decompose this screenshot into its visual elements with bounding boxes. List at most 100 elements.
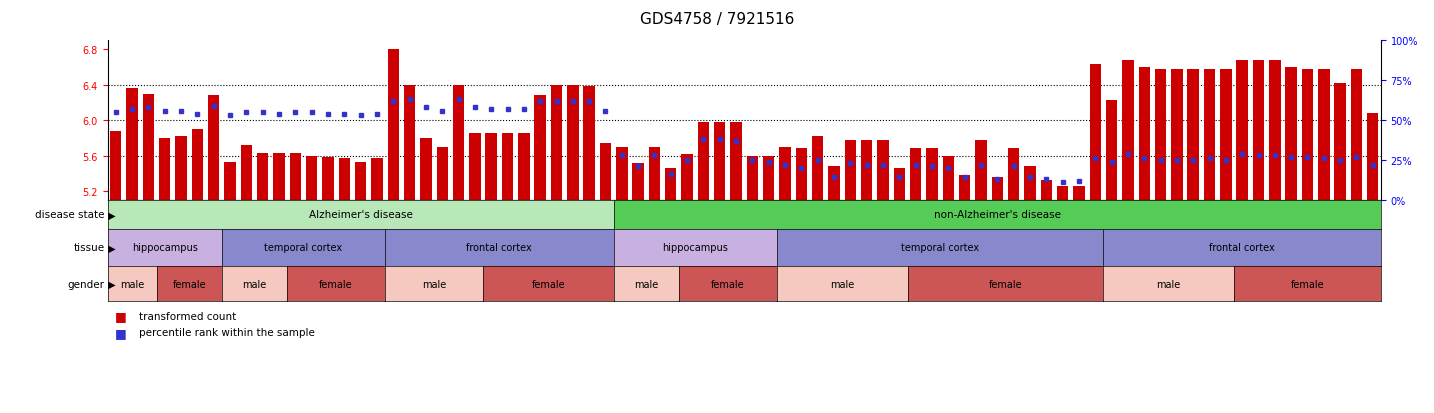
Bar — [192, 130, 204, 200]
Text: hippocampus: hippocampus — [663, 243, 728, 253]
Bar — [845, 140, 856, 200]
Bar — [1008, 149, 1020, 200]
Text: ▶: ▶ — [105, 279, 115, 289]
Bar — [698, 123, 710, 200]
Bar — [730, 123, 741, 200]
Bar — [942, 156, 954, 200]
Bar — [1041, 181, 1053, 200]
Bar — [224, 162, 235, 200]
Bar — [274, 154, 285, 200]
Bar — [1236, 61, 1248, 200]
Text: male: male — [830, 279, 855, 289]
Bar — [959, 176, 971, 200]
Bar — [599, 144, 611, 200]
Text: male: male — [422, 279, 446, 289]
Text: female: female — [532, 279, 565, 289]
Bar — [1220, 69, 1232, 200]
Bar — [404, 85, 416, 200]
Text: disease state: disease state — [36, 210, 105, 220]
Bar — [175, 137, 186, 200]
Bar — [1253, 61, 1265, 200]
Bar — [208, 96, 219, 200]
Text: ▶: ▶ — [105, 243, 115, 253]
Bar — [1367, 114, 1378, 200]
Bar — [420, 138, 432, 200]
Text: tissue: tissue — [73, 243, 105, 253]
Bar — [1351, 69, 1362, 200]
Bar — [566, 85, 578, 200]
Bar — [518, 134, 529, 200]
Bar — [584, 87, 595, 200]
Bar — [502, 134, 513, 200]
Text: non-Alzheimer's disease: non-Alzheimer's disease — [934, 210, 1061, 220]
Bar — [829, 167, 840, 200]
Bar — [290, 154, 301, 200]
Bar — [453, 85, 465, 200]
Bar — [1139, 68, 1150, 200]
Bar — [911, 149, 922, 200]
Bar — [1318, 69, 1329, 200]
Bar — [860, 140, 872, 200]
Bar — [812, 137, 823, 200]
Bar — [159, 138, 171, 200]
Bar — [257, 154, 268, 200]
Text: percentile rank within the sample: percentile rank within the sample — [139, 328, 315, 337]
Text: gender: gender — [67, 279, 105, 289]
Text: transformed count: transformed count — [139, 311, 237, 321]
Bar — [551, 85, 562, 200]
Text: male: male — [120, 279, 145, 289]
Text: temporal cortex: temporal cortex — [264, 243, 343, 253]
Bar — [648, 147, 660, 200]
Bar — [387, 50, 399, 200]
Text: frontal cortex: frontal cortex — [1209, 243, 1275, 253]
Text: male: male — [1157, 279, 1180, 289]
Bar — [110, 131, 122, 200]
Bar — [975, 140, 987, 200]
Bar — [1172, 69, 1183, 200]
Bar — [1057, 186, 1068, 200]
Bar — [338, 159, 350, 200]
Bar — [991, 177, 1002, 200]
Bar — [714, 123, 726, 200]
Bar — [1203, 69, 1215, 200]
Bar — [617, 147, 628, 200]
Bar — [1335, 84, 1347, 200]
Text: male: male — [242, 279, 267, 289]
Bar — [632, 163, 644, 200]
Bar — [436, 147, 447, 200]
Bar — [893, 169, 905, 200]
Text: female: female — [711, 279, 744, 289]
Bar — [305, 156, 317, 200]
Bar — [486, 134, 498, 200]
Text: frontal cortex: frontal cortex — [466, 243, 532, 253]
Bar — [1187, 69, 1199, 200]
Bar — [469, 134, 480, 200]
Bar — [126, 89, 138, 200]
Text: ■: ■ — [115, 309, 126, 323]
Bar — [241, 145, 252, 200]
Bar — [1123, 61, 1134, 200]
Text: ■: ■ — [115, 326, 126, 339]
Text: ▶: ▶ — [105, 210, 115, 220]
Bar — [665, 169, 677, 200]
Bar — [323, 158, 334, 200]
Text: female: female — [172, 279, 206, 289]
Bar — [354, 162, 366, 200]
Text: temporal cortex: temporal cortex — [901, 243, 979, 253]
Text: female: female — [1291, 279, 1324, 289]
Bar — [1024, 167, 1035, 200]
Bar — [747, 156, 759, 200]
Text: female: female — [320, 279, 353, 289]
Bar — [1269, 61, 1281, 200]
Text: male: male — [634, 279, 658, 289]
Bar — [1073, 186, 1084, 200]
Bar — [1285, 68, 1296, 200]
Text: GDS4758 / 7921516: GDS4758 / 7921516 — [640, 12, 794, 27]
Bar — [1090, 65, 1101, 200]
Bar — [763, 156, 774, 200]
Bar — [878, 140, 889, 200]
Bar — [1106, 100, 1117, 200]
Bar — [796, 149, 807, 200]
Bar — [1154, 69, 1166, 200]
Bar — [535, 96, 546, 200]
